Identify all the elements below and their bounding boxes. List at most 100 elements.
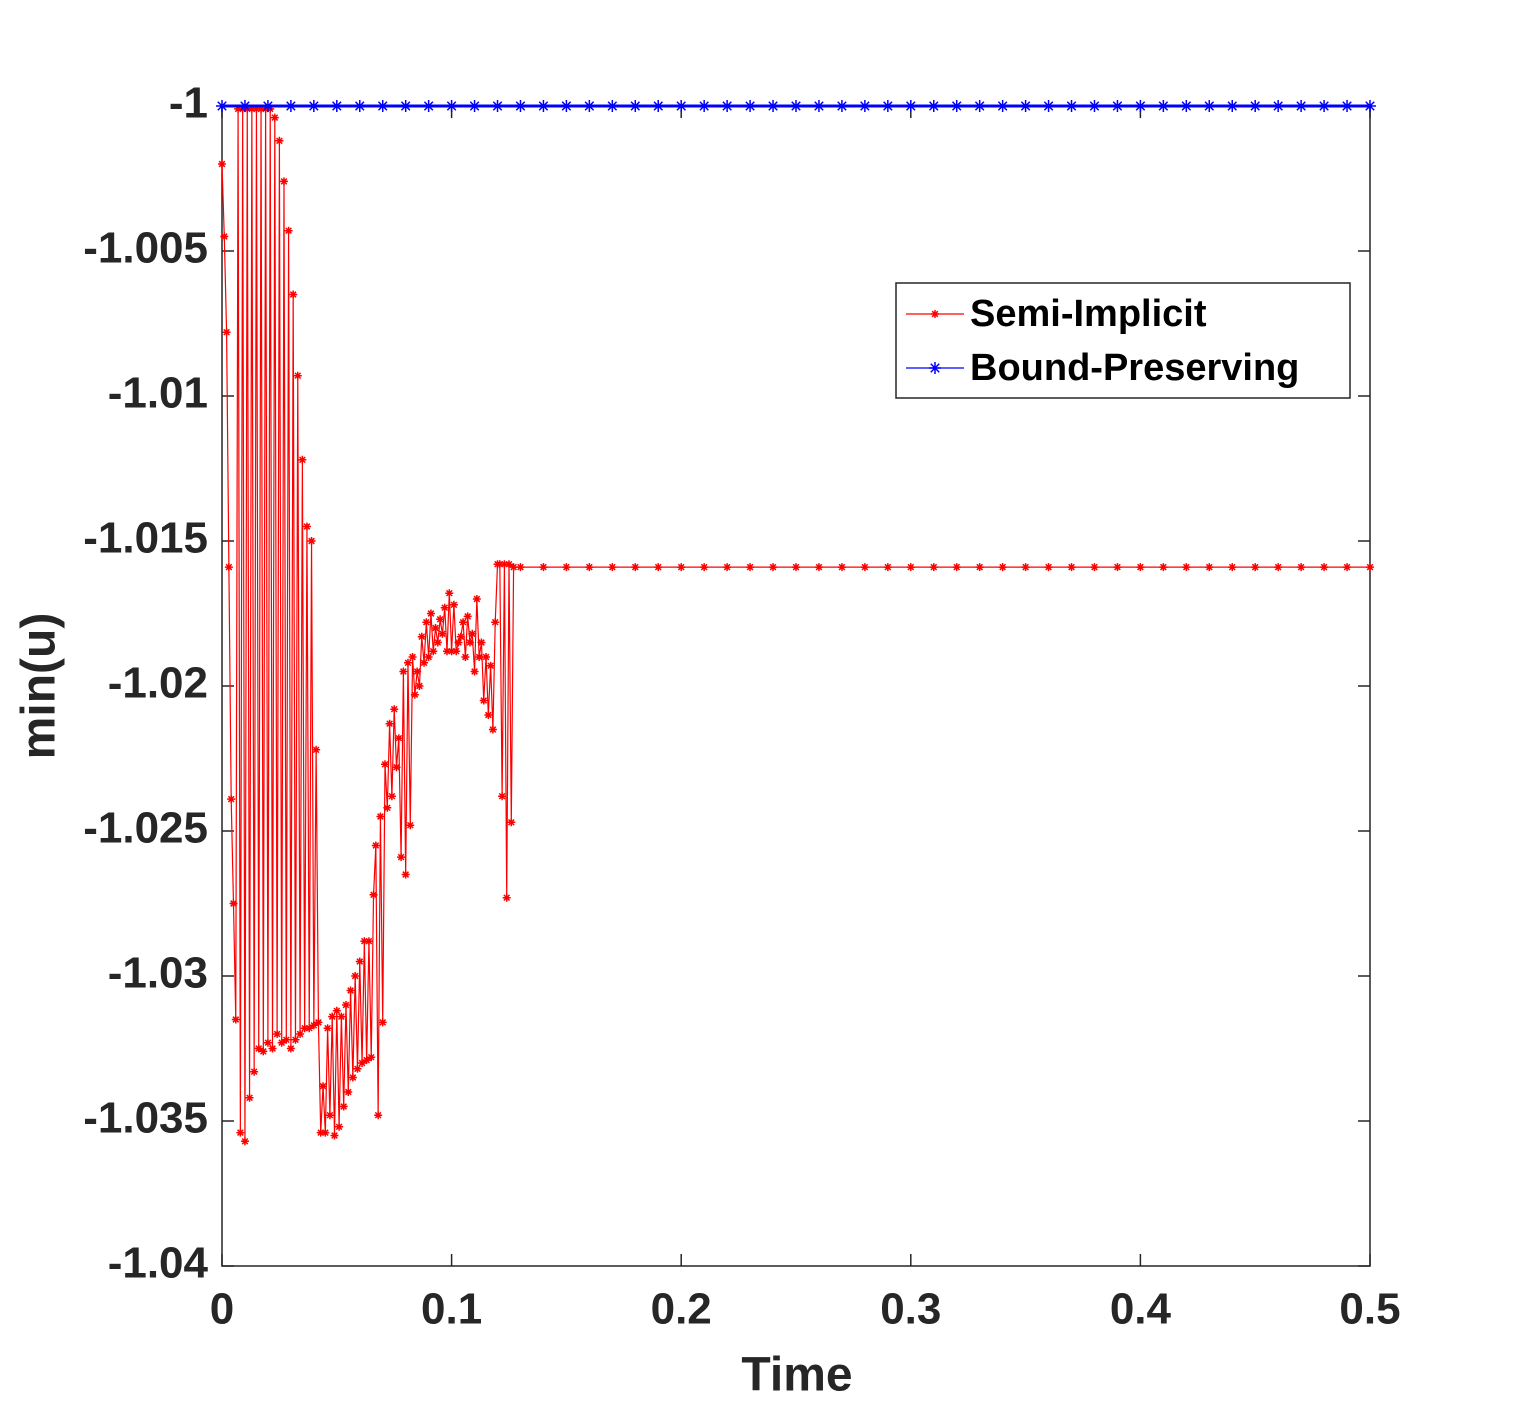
marker [463,612,472,621]
marker [413,667,422,676]
marker [403,658,412,667]
marker [1272,100,1285,112]
marker [383,803,392,812]
marker [906,563,915,572]
marker [445,589,454,598]
marker [302,522,311,531]
marker [449,600,458,609]
marker [325,1111,334,1120]
marker [332,1006,341,1015]
marker [312,745,321,754]
y-tick-label: -1.02 [108,659,208,708]
marker [367,1053,376,1062]
marker [1113,563,1122,572]
marker [769,563,778,572]
marker [220,232,229,241]
marker [433,638,442,647]
marker [445,100,458,112]
marker [399,667,408,676]
marker [240,1137,249,1146]
marker [479,696,488,705]
marker [385,719,394,728]
marker [330,100,343,112]
y-tick-label: -1.025 [83,804,208,853]
marker [583,100,596,112]
marker [309,1021,318,1030]
marker [298,455,307,464]
marker [537,100,550,112]
marker [426,609,435,618]
x-tick-label: 0.3 [880,1285,941,1334]
marker [353,100,366,112]
marker [631,563,640,572]
marker [498,792,507,801]
marker [500,560,509,569]
marker [927,100,940,112]
marker [1019,100,1032,112]
x-tick-label: 0.4 [1110,1285,1172,1334]
x-tick-label: 0.1 [421,1285,482,1334]
y-axis-label: min(u) [13,613,66,760]
marker [364,937,373,946]
marker [291,1035,300,1044]
marker [1042,100,1055,112]
legend-label: Bound-Preserving [970,347,1299,389]
marker [539,563,548,572]
marker [222,328,231,337]
marker [1364,100,1376,112]
marker [790,100,802,112]
marker [422,100,435,112]
marker [447,647,456,656]
legend-marker [929,362,941,374]
marker [296,1030,305,1038]
marker [358,1059,367,1067]
marker [881,100,894,112]
marker [438,629,447,638]
marker [270,113,279,122]
marker [475,653,484,661]
marker [1044,563,1053,572]
marker [491,100,504,112]
x-tick-label: 0.2 [651,1285,712,1334]
marker [247,104,256,113]
marker [1088,100,1101,112]
marker [1136,563,1145,572]
marker [860,563,869,572]
marker [218,160,226,168]
marker [1021,563,1030,572]
marker [330,1131,339,1140]
marker [606,100,619,112]
marker [562,563,571,572]
marker [250,1067,259,1076]
marker [282,1035,291,1044]
marker [376,812,385,821]
legend-label: Semi-Implicit [970,293,1207,335]
marker [698,100,711,112]
marker [390,705,399,714]
marker [369,890,378,899]
marker [1228,563,1237,572]
marker [1249,100,1262,112]
x-axis-label: Time [741,1349,852,1402]
marker [835,100,848,112]
marker [1297,563,1306,572]
marker [1251,563,1260,572]
marker [654,563,663,572]
marker [378,1018,387,1027]
marker [1157,100,1170,112]
marker [1090,563,1099,572]
marker [337,1012,346,1021]
marker [1343,563,1352,572]
plot-box [221,105,1371,1267]
marker [723,563,732,572]
marker [973,100,986,112]
marker [245,1093,254,1102]
marker [996,100,1009,112]
y-tick-label: -1.005 [83,224,208,273]
marker [652,100,665,112]
marker [998,563,1007,572]
series-line [221,108,1370,1142]
marker [929,563,938,572]
marker [335,1122,344,1131]
y-tick-label: -1.03 [108,949,208,998]
